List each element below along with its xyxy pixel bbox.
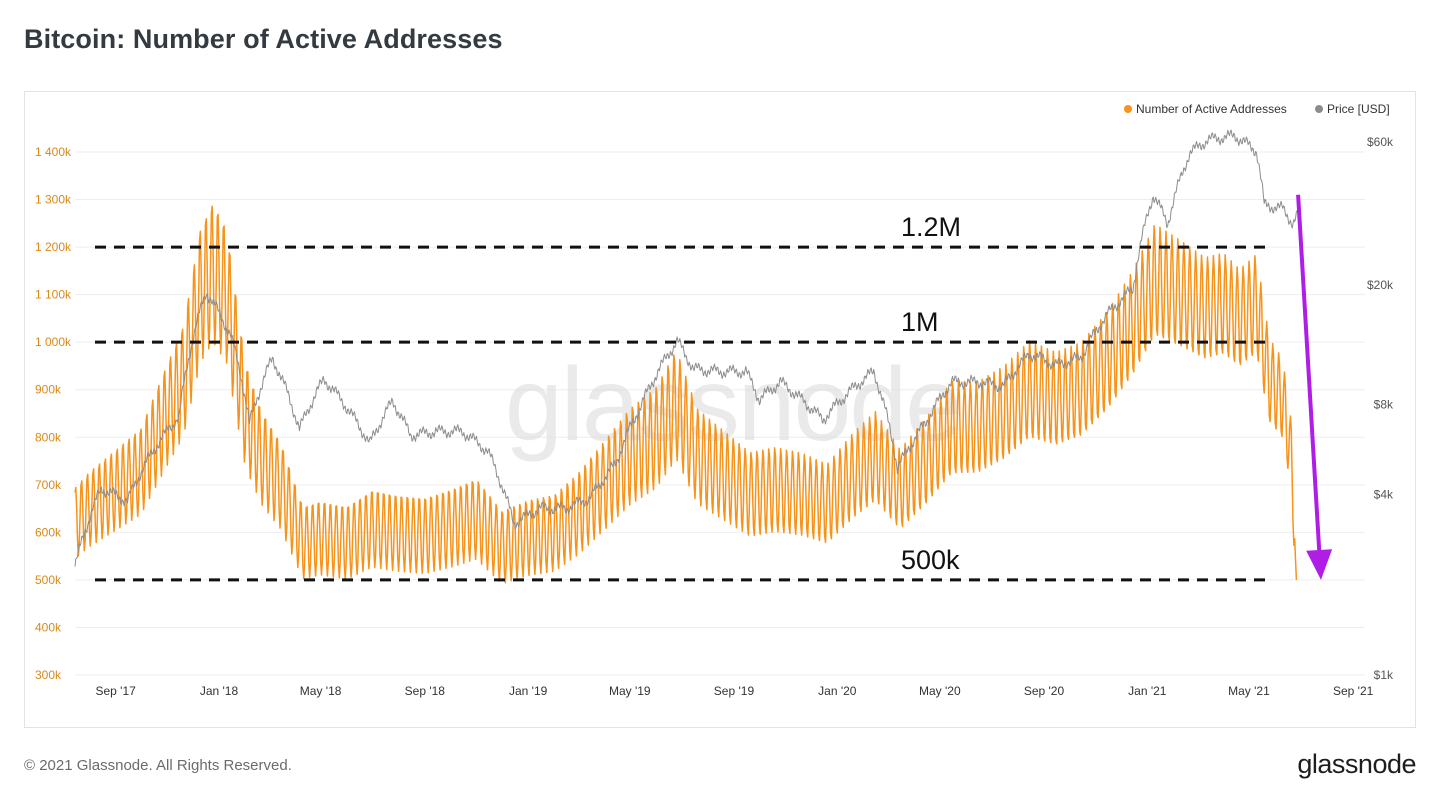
copyright-text: © 2021 Glassnode. All Rights Reserved. — [24, 757, 292, 774]
y-tick-label-left: 800k — [35, 430, 62, 444]
y-tick-label-left: 500k — [35, 573, 62, 587]
y-tick-label-left: 300k — [35, 668, 62, 682]
y-tick-label-left: 700k — [35, 478, 62, 492]
glassnode-logo[interactable]: glassnode — [1297, 749, 1416, 779]
y-tick-label-left: 1 000k — [35, 335, 72, 349]
series-price-line — [74, 129, 1299, 567]
series-layer — [74, 129, 1299, 584]
reference-line-label: 500k — [901, 545, 960, 575]
x-tick-label: Jan '20 — [818, 684, 857, 698]
x-tick-label: Sep '19 — [714, 684, 755, 698]
y-tick-label-left: 1 300k — [35, 193, 72, 207]
x-tick-label: Jan '21 — [1128, 684, 1167, 698]
trend-arrow-head — [1306, 549, 1333, 580]
legend-swatch-addresses — [1124, 105, 1132, 113]
y-tick-label-right: $60k — [1367, 135, 1394, 149]
x-axis: Sep '17 Jan '18 May '18 Sep '18 Jan '19 May '… — [95, 684, 1373, 698]
y-tick-label-left: 1 200k — [35, 240, 72, 254]
y-tick-label-left: 400k — [35, 620, 62, 634]
x-tick-label: Sep '17 — [95, 684, 136, 698]
annotation-layer: 1.2M 1M 500k — [95, 194, 1333, 582]
y-tick-label-left: 900k — [35, 383, 62, 397]
legend-swatch-price — [1315, 105, 1323, 113]
x-tick-label: Sep '20 — [1024, 684, 1065, 698]
y-tick-label-right: $8k — [1374, 397, 1394, 411]
chart-panel: glassnode 1.2M 1M 500k 300k 400k 500k 600k 700… — [24, 91, 1416, 728]
y-tick-label-right: $4k — [1374, 488, 1394, 502]
trend-arrow-shaft — [1296, 194, 1322, 551]
y-tick-label-right: $20k — [1367, 278, 1394, 292]
y-axis-right: $1k $4k $8k $20k $60k — [1367, 135, 1394, 682]
x-tick-label: May '19 — [609, 684, 651, 698]
page-title: Bitcoin: Number of Active Addresses — [24, 24, 503, 54]
y-tick-label-left: 1 400k — [35, 145, 72, 159]
y-tick-label-left: 600k — [35, 525, 62, 539]
x-tick-label: Jan '19 — [509, 684, 548, 698]
legend-label-addresses: Number of Active Addresses — [1136, 102, 1287, 116]
y-tick-label-right: $1k — [1374, 668, 1394, 682]
y-axis-left: 300k 400k 500k 600k 700k 800k 900k 1 000k 1 100k… — [35, 145, 72, 682]
legend: Number of Active Addresses Price [USD] — [1124, 102, 1390, 116]
y-tick-label-left: 1 100k — [35, 288, 72, 302]
x-tick-label: Sep '21 — [1333, 684, 1374, 698]
x-tick-label: May '21 — [1228, 684, 1270, 698]
x-tick-label: May '20 — [919, 684, 961, 698]
reference-line-label: 1M — [901, 307, 939, 337]
x-tick-label: May '18 — [300, 684, 342, 698]
x-tick-label: Jan '18 — [200, 684, 239, 698]
legend-label-price: Price [USD] — [1327, 102, 1390, 116]
series-active-addresses-line — [74, 205, 1298, 584]
reference-line-label: 1.2M — [901, 212, 961, 242]
x-tick-label: Sep '18 — [405, 684, 446, 698]
